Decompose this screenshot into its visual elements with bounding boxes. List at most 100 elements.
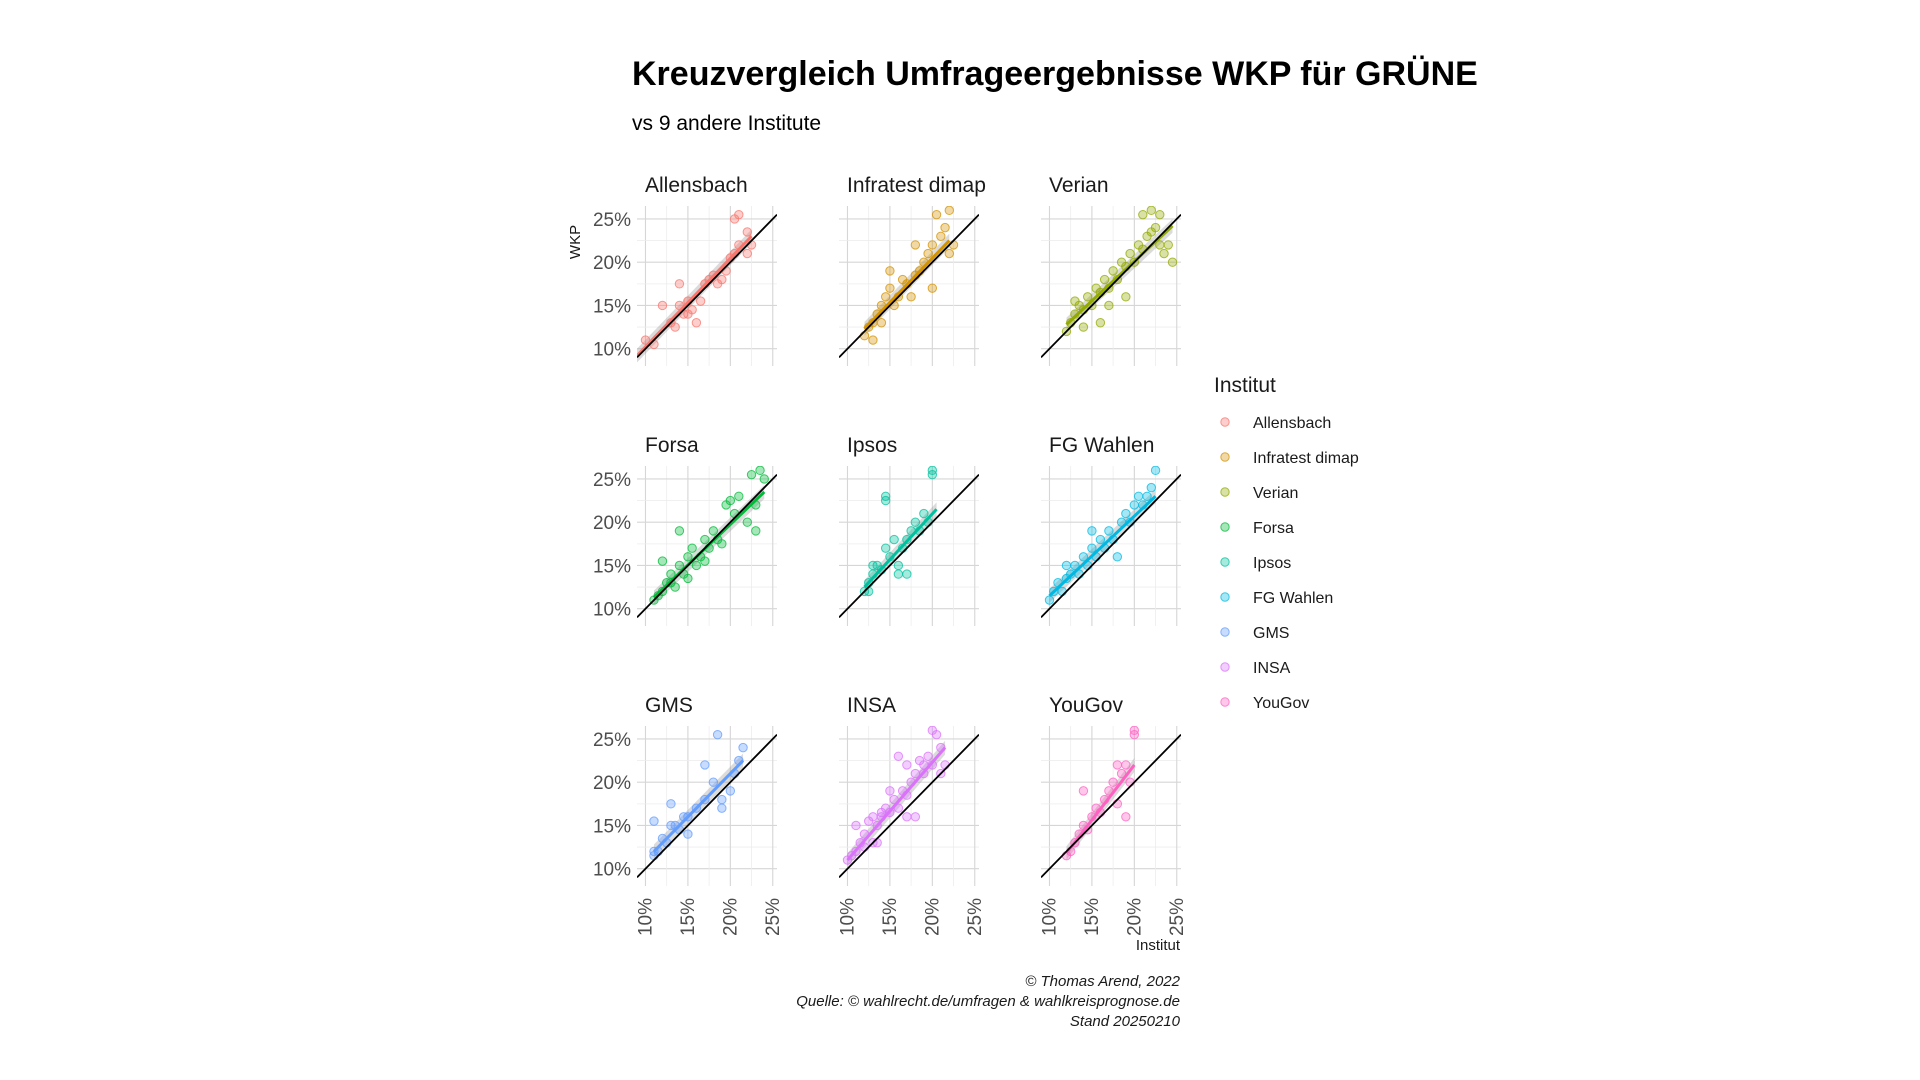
data-point xyxy=(885,786,895,796)
data-point xyxy=(1104,526,1114,536)
data-point xyxy=(944,248,955,259)
data-point xyxy=(1099,274,1110,285)
panel-grid xyxy=(1041,726,1181,886)
data-point xyxy=(691,318,702,328)
data-point xyxy=(859,331,870,341)
panel-insa: INSA 10% 15% 20% 25% xyxy=(837,694,985,936)
data-point xyxy=(889,534,899,545)
data-point xyxy=(717,803,727,813)
data-point xyxy=(1112,552,1123,562)
panel-label-gms: GMS xyxy=(645,694,693,717)
data-point xyxy=(1163,240,1173,250)
panel-forsa: Forsa 10% 15% 20% 25% xyxy=(593,434,777,626)
data-point xyxy=(674,279,685,289)
data-point xyxy=(868,335,878,345)
data-point xyxy=(725,786,736,796)
y-tick-label: 15% xyxy=(593,816,631,837)
facet-panels: Allensbach 10% 15% 20% 25% Infratest dimap Ver… xyxy=(593,174,1188,936)
data-point xyxy=(717,274,727,285)
data-point xyxy=(734,491,744,501)
caption-line-copyright: © Thomas Arend, 2022 xyxy=(1025,973,1180,990)
data-point xyxy=(948,240,959,250)
data-point xyxy=(1108,266,1118,276)
data-point xyxy=(885,266,895,276)
x-tick-label: 10% xyxy=(837,898,858,936)
data-point xyxy=(1146,206,1157,216)
panel-plot-area xyxy=(1041,206,1181,358)
legend-item-fg-wahlen: FG Wahlen xyxy=(1220,590,1333,607)
regression-line xyxy=(1048,495,1157,597)
panel-label-infratest-dimap: Infratest dimap xyxy=(847,174,986,197)
data-point xyxy=(910,240,921,250)
data-point xyxy=(1082,292,1093,302)
y-tick-label: 10% xyxy=(593,600,631,621)
data-point xyxy=(880,543,891,553)
data-point xyxy=(893,751,904,761)
data-point xyxy=(683,573,693,584)
legend-item-verian: Verian xyxy=(1220,485,1298,502)
data-point xyxy=(674,526,685,536)
data-point xyxy=(1061,560,1072,571)
x-tick-label: 20% xyxy=(720,898,741,936)
reference-line xyxy=(637,474,777,618)
reference-line xyxy=(839,734,979,878)
panel-verian: Verian xyxy=(1041,174,1181,366)
data-point xyxy=(1070,296,1080,306)
data-point xyxy=(868,812,878,822)
data-point xyxy=(885,283,895,293)
data-point xyxy=(700,760,710,770)
data-point xyxy=(687,543,697,553)
data-point xyxy=(872,838,882,848)
data-point xyxy=(1125,777,1135,787)
data-point xyxy=(1087,543,1097,553)
data-point xyxy=(742,227,753,237)
legend-item-insa: INSA xyxy=(1220,660,1291,677)
data-point xyxy=(1095,534,1106,545)
reference-line xyxy=(839,214,979,358)
data-point xyxy=(1159,248,1169,259)
x-tick-label: 20% xyxy=(922,898,943,936)
panel-grid xyxy=(637,726,777,886)
regression-line xyxy=(863,508,938,589)
data-point xyxy=(1108,777,1118,787)
data-point xyxy=(940,222,950,233)
data-point xyxy=(695,296,706,306)
data-point xyxy=(1121,812,1131,822)
panel-fg-wahlen: FG Wahlen xyxy=(1041,434,1181,626)
panel-ipsos: Ipsos xyxy=(839,434,979,626)
regression-line xyxy=(1065,764,1136,855)
x-tick-label: 15% xyxy=(678,898,699,936)
data-point xyxy=(880,495,891,506)
legend-item-yougov: YouGov xyxy=(1220,695,1309,712)
data-point xyxy=(936,231,946,241)
legend-label: Verian xyxy=(1253,485,1298,502)
data-point xyxy=(683,829,693,839)
data-point xyxy=(751,526,761,536)
legend-marker xyxy=(1220,662,1230,672)
data-point xyxy=(708,526,719,536)
x-tick-label: 10% xyxy=(635,898,656,936)
y-tick-label: 20% xyxy=(593,253,631,274)
panel-label-insa: INSA xyxy=(847,694,896,717)
panel-label-fg-wahlen: FG Wahlen xyxy=(1049,434,1154,457)
data-point xyxy=(1125,248,1135,259)
panel-plot-area xyxy=(1041,466,1181,618)
y-tick-label: 10% xyxy=(593,860,631,881)
regression-line xyxy=(863,239,951,330)
data-point xyxy=(1078,322,1089,332)
data-point xyxy=(1112,799,1123,809)
data-point xyxy=(700,534,710,545)
data-point xyxy=(657,300,668,311)
x-axis-title: Institut xyxy=(1136,937,1181,954)
y-tick-label: 25% xyxy=(593,210,631,231)
panel-label-verian: Verian xyxy=(1049,174,1109,197)
data-point xyxy=(923,751,933,761)
y-tick-label: 25% xyxy=(593,470,631,491)
data-point xyxy=(1142,491,1152,501)
data-point xyxy=(1078,552,1089,562)
reference-line xyxy=(1041,734,1181,878)
data-point xyxy=(902,812,912,822)
data-point xyxy=(1133,491,1144,501)
data-point xyxy=(674,560,685,571)
data-point xyxy=(923,248,933,259)
